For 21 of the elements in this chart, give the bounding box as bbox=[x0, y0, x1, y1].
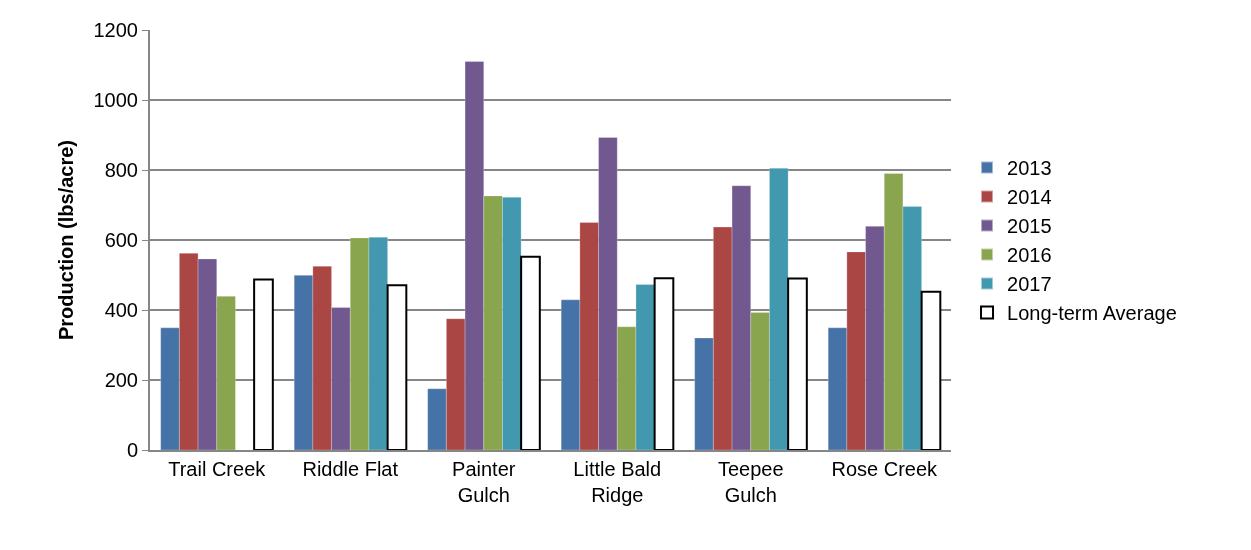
legend-label: 2015 bbox=[1007, 215, 1052, 238]
bar bbox=[253, 278, 274, 450]
y-tick-label: 800 bbox=[104, 159, 138, 181]
legend-label: 2017 bbox=[1007, 273, 1052, 296]
y-tick-label: 1200 bbox=[93, 19, 138, 41]
x-tick-label: Little Bald Ridge bbox=[573, 458, 662, 506]
x-tick-label: Riddle Flat bbox=[302, 458, 399, 480]
y-tick-label: 200 bbox=[104, 369, 138, 391]
x-tick-label: Painter Gulch bbox=[452, 458, 516, 506]
y-tick-label: 400 bbox=[104, 299, 138, 321]
y-axis-title: Production (lbs/acre) bbox=[54, 139, 77, 341]
legend-label: Long-term Average bbox=[1007, 302, 1177, 325]
y-tick-label: 1000 bbox=[93, 89, 138, 111]
x-tick-label: Trail Creek bbox=[168, 458, 267, 480]
legend-label: 2014 bbox=[1007, 186, 1052, 209]
y-tick-label: 600 bbox=[104, 229, 138, 251]
x-tick-label: Teepee Gulch bbox=[717, 458, 784, 506]
legend-label: 2016 bbox=[1007, 244, 1052, 267]
legend-label: 2013 bbox=[1007, 157, 1052, 180]
y-tick-label: 0 bbox=[126, 439, 138, 461]
x-tick-label: Rose Creek bbox=[831, 458, 939, 480]
